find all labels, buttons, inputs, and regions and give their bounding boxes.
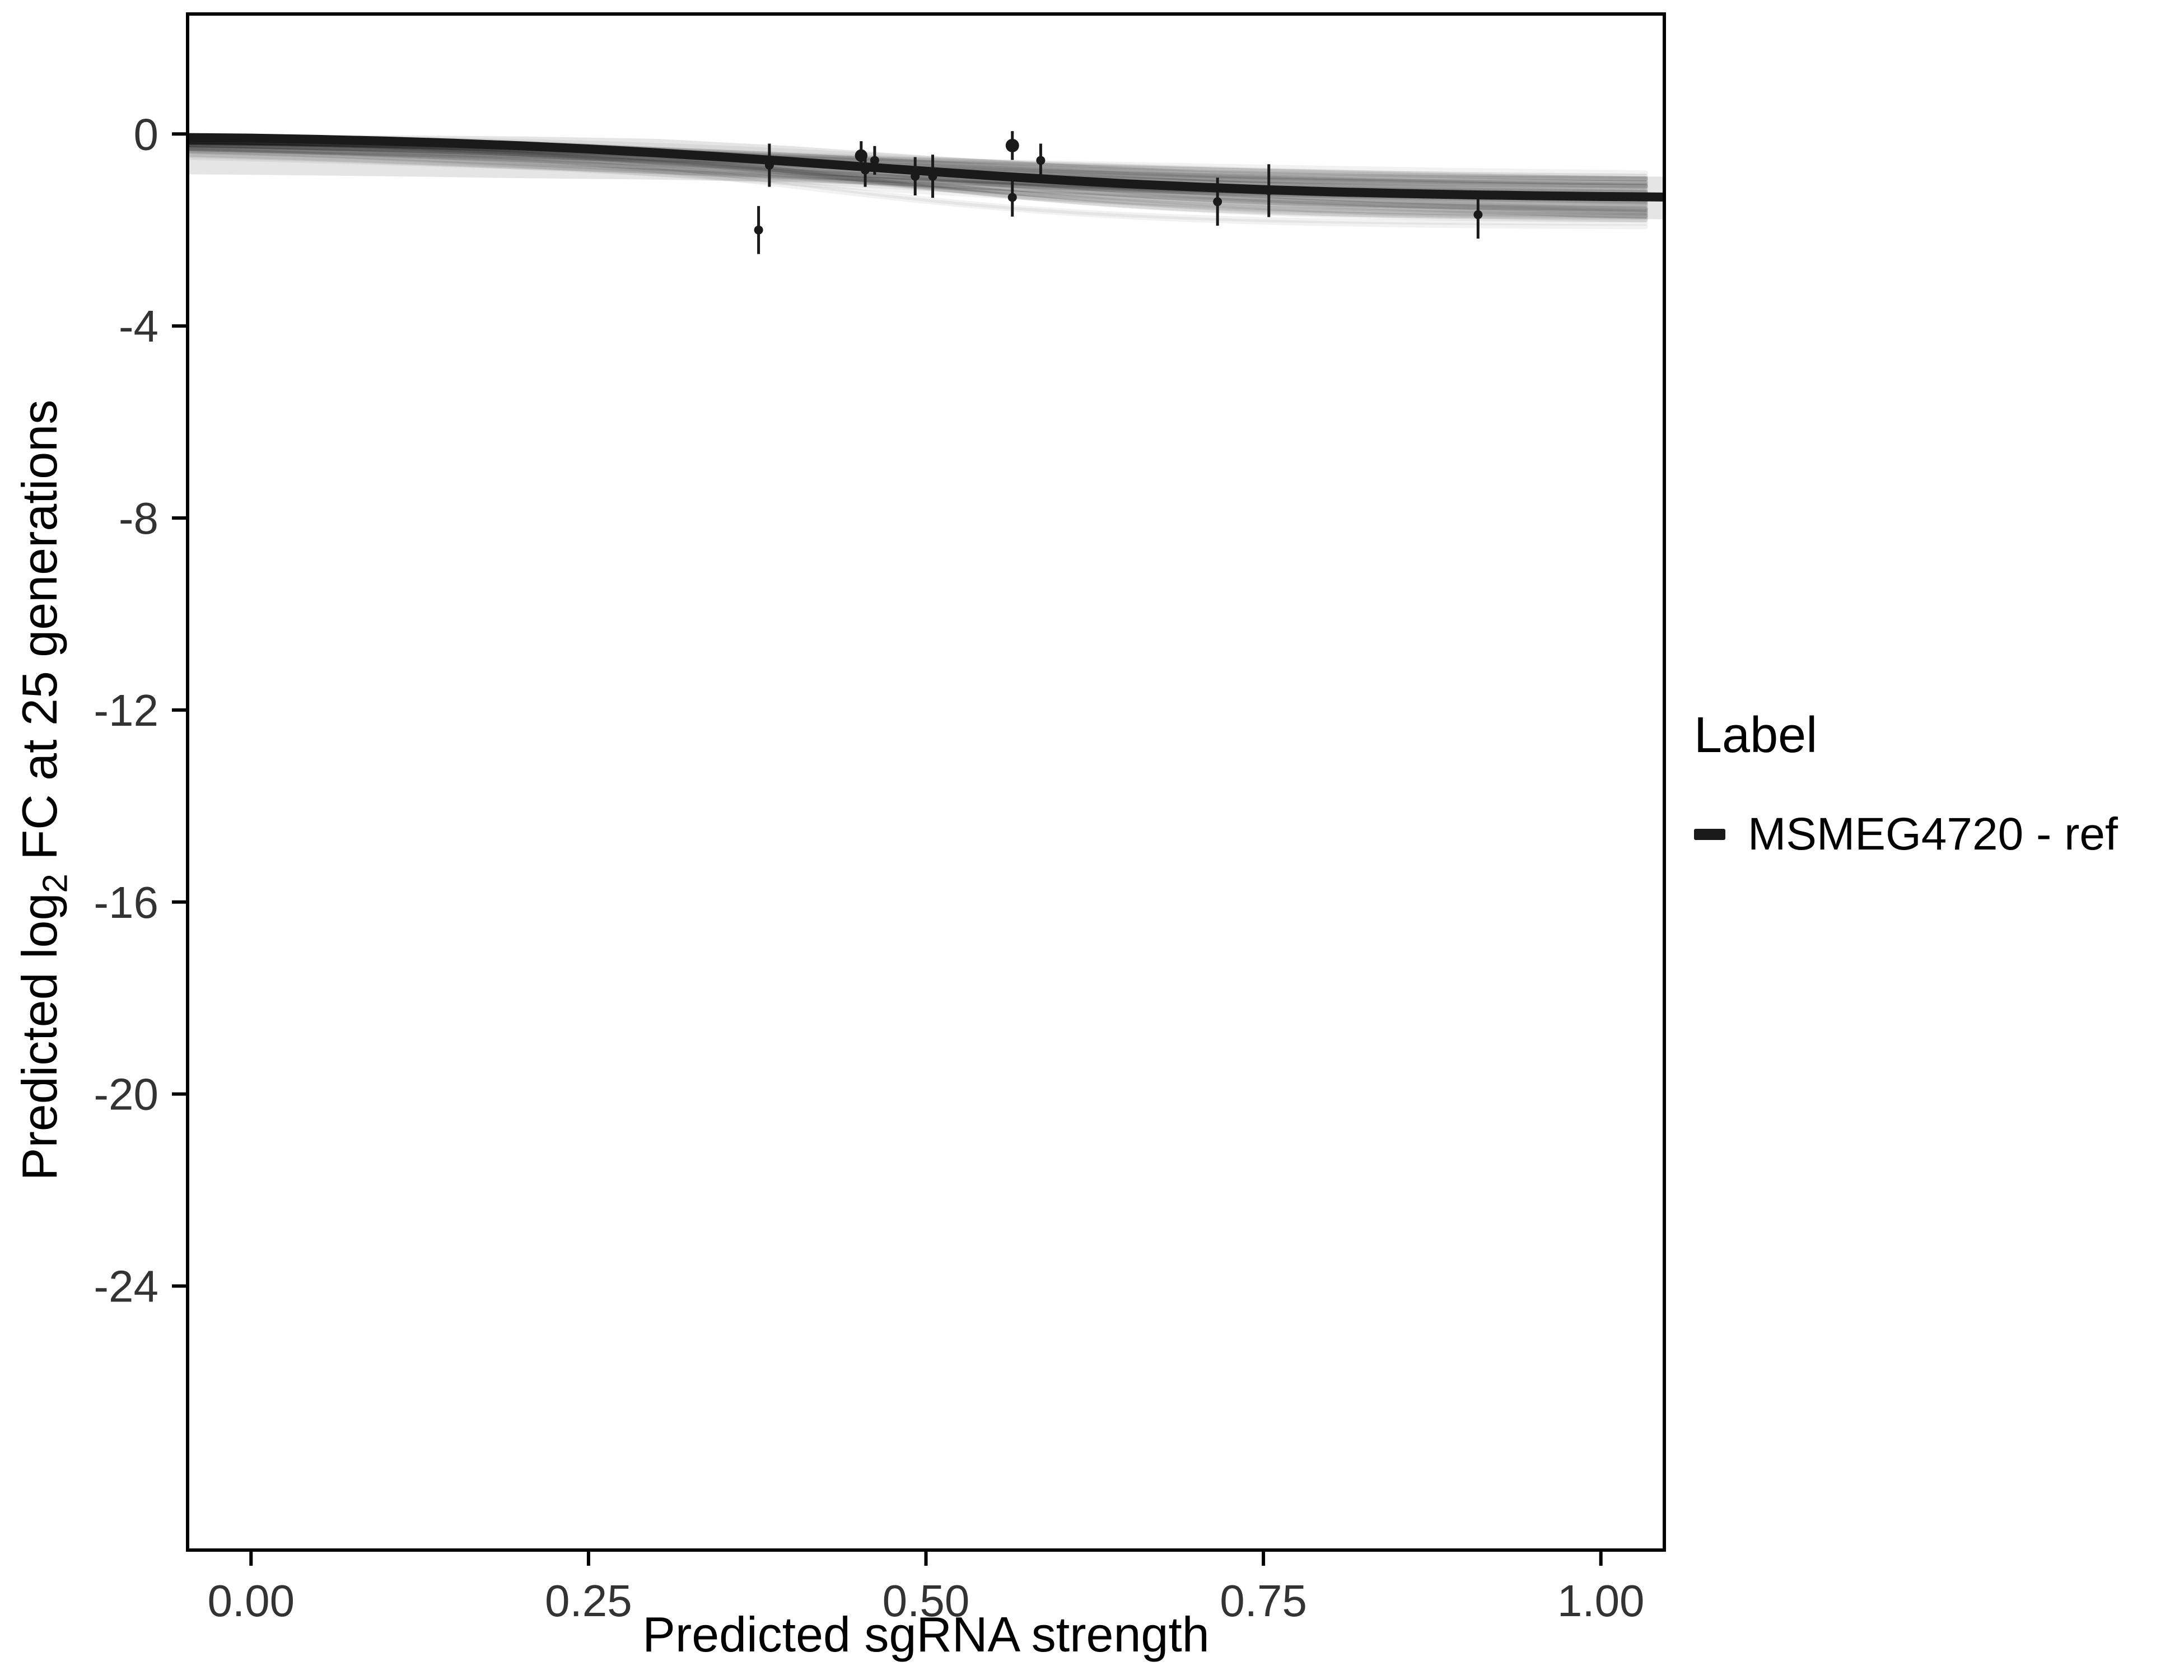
y-axis-label-sub: 2 <box>36 874 75 893</box>
data-point <box>1264 186 1273 195</box>
data-layer <box>188 131 1664 254</box>
legend-item: MSMEG4720 - ref <box>1694 808 2118 861</box>
data-point <box>861 165 870 175</box>
y-tick-label: -8 <box>119 493 158 543</box>
y-tick-label: -12 <box>94 685 158 735</box>
x-tick-label: 0.25 <box>545 1576 632 1626</box>
data-point <box>1213 197 1222 207</box>
y-tick-label: -24 <box>94 1262 158 1312</box>
y-tick-label: -20 <box>94 1070 158 1119</box>
legend-line-swatch-icon <box>1694 829 1725 840</box>
x-tick-label: 0.00 <box>207 1576 295 1626</box>
data-point <box>1036 156 1046 165</box>
data-point <box>1007 193 1017 202</box>
y-axis-label-pre: Predicted log <box>12 893 67 1181</box>
data-point <box>1005 138 1019 152</box>
x-axis-label: Predicted sgRNA strength <box>642 1607 1210 1662</box>
x-tick-label: 0.50 <box>883 1576 970 1626</box>
panel-border <box>186 12 1666 1552</box>
y-tick-label: -4 <box>119 301 158 351</box>
data-point <box>754 225 763 235</box>
x-tick-label: 1.00 <box>1557 1576 1645 1626</box>
confidence-band <box>188 135 1664 220</box>
posterior-draw-line <box>188 142 1648 230</box>
y-tick-label: -16 <box>94 878 158 927</box>
y-tick-label: 0 <box>134 109 159 159</box>
data-point <box>1473 210 1483 220</box>
legend: Label MSMEG4720 - ref <box>1694 707 2118 861</box>
data-point <box>928 171 937 181</box>
legend-item-label: MSMEG4720 - ref <box>1748 809 2118 860</box>
data-point <box>911 171 920 181</box>
data-point <box>764 161 774 170</box>
posterior-draw-line <box>188 139 1648 226</box>
data-point <box>870 156 879 165</box>
y-axis-label: Predicted log2 FC at 25 generations <box>11 48 75 1532</box>
regression-curve <box>188 133 1664 202</box>
legend-title: Label <box>1694 707 1818 763</box>
y-axis-label-post: FC at 25 generations <box>12 399 67 874</box>
x-tick-label: 0.75 <box>1220 1576 1307 1626</box>
